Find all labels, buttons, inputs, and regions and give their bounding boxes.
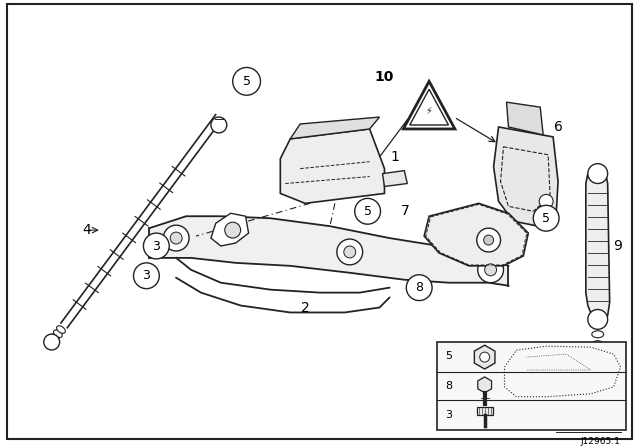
Ellipse shape — [51, 334, 59, 342]
Text: 9: 9 — [613, 239, 622, 253]
Ellipse shape — [592, 331, 604, 338]
Text: 4: 4 — [83, 223, 92, 237]
Circle shape — [44, 334, 60, 350]
Text: 5: 5 — [594, 361, 602, 374]
Polygon shape — [586, 173, 610, 318]
Polygon shape — [403, 82, 455, 129]
Text: 6: 6 — [554, 120, 563, 134]
Polygon shape — [506, 102, 543, 135]
Text: 7: 7 — [401, 204, 410, 218]
Text: 3: 3 — [152, 240, 160, 253]
Circle shape — [225, 222, 241, 238]
Circle shape — [344, 246, 356, 258]
Ellipse shape — [592, 351, 604, 358]
Circle shape — [406, 275, 432, 301]
Polygon shape — [383, 171, 407, 186]
Text: 5: 5 — [243, 75, 251, 88]
Circle shape — [355, 198, 381, 224]
Circle shape — [480, 352, 490, 362]
Circle shape — [233, 68, 260, 95]
Text: 3: 3 — [143, 269, 150, 282]
Circle shape — [211, 117, 227, 133]
Text: ⚡: ⚡ — [426, 106, 433, 116]
Circle shape — [170, 232, 182, 244]
Text: 10: 10 — [375, 70, 394, 84]
Circle shape — [484, 264, 497, 276]
Circle shape — [337, 239, 363, 265]
Text: 8: 8 — [445, 381, 452, 391]
Text: 8: 8 — [415, 281, 423, 294]
Text: 5: 5 — [445, 351, 452, 361]
Circle shape — [588, 164, 607, 184]
Bar — [437, 342, 625, 430]
Text: 3: 3 — [445, 409, 452, 420]
Polygon shape — [280, 129, 385, 203]
Circle shape — [588, 310, 607, 329]
Circle shape — [163, 225, 189, 251]
Text: 2: 2 — [301, 301, 310, 314]
Circle shape — [540, 194, 553, 208]
Text: 1: 1 — [390, 150, 399, 164]
Circle shape — [477, 257, 504, 283]
Polygon shape — [493, 127, 558, 226]
Circle shape — [585, 354, 611, 380]
Circle shape — [477, 228, 500, 252]
Circle shape — [533, 205, 559, 231]
Circle shape — [484, 235, 493, 245]
Circle shape — [143, 233, 169, 259]
Text: J12965.1: J12965.1 — [580, 437, 621, 447]
Text: 5: 5 — [364, 205, 372, 218]
Polygon shape — [149, 216, 508, 286]
Circle shape — [134, 263, 159, 289]
Ellipse shape — [592, 341, 604, 348]
Ellipse shape — [54, 330, 62, 337]
Polygon shape — [291, 117, 380, 139]
Polygon shape — [211, 213, 248, 246]
FancyBboxPatch shape — [477, 407, 493, 415]
Polygon shape — [424, 203, 528, 266]
Ellipse shape — [56, 326, 65, 333]
Text: 5: 5 — [542, 212, 550, 225]
